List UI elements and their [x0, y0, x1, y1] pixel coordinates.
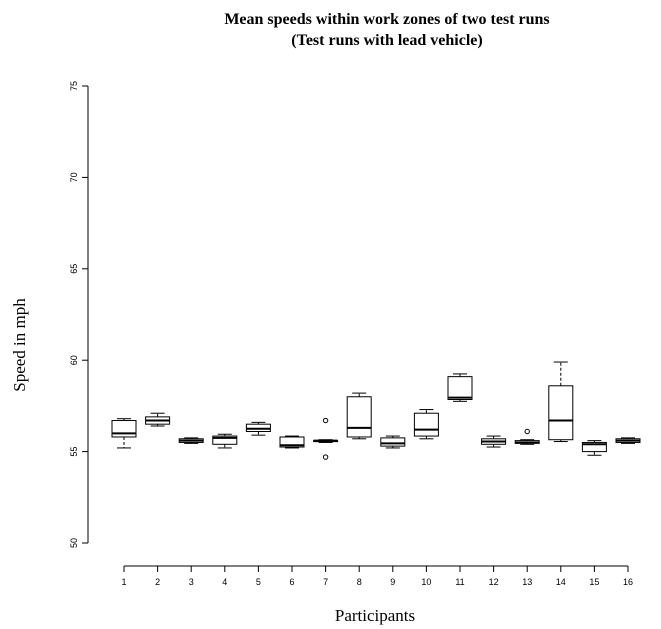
x-tick-label: 4: [222, 577, 227, 587]
box-participant-7: [313, 417, 339, 460]
y-tick-label: 75: [69, 81, 79, 91]
y-axis-ticks: 50 55 60 65 70 75: [69, 81, 88, 548]
outlier-point: [322, 417, 329, 424]
x-tick-label: 14: [556, 577, 566, 587]
box-participant-4: [212, 433, 238, 449]
box-participant-14: [548, 361, 574, 443]
box-participant-11: [447, 373, 473, 402]
box-participant-16: [615, 437, 641, 444]
x-tick-label: 2: [155, 577, 160, 587]
box-participant-3: [178, 437, 204, 444]
x-tick-label: 15: [589, 577, 599, 587]
y-tick-label: 55: [69, 447, 79, 457]
iqr-box: [346, 396, 372, 438]
iqr-box: [413, 412, 439, 437]
iqr-box: [279, 436, 305, 448]
x-tick-label: 3: [189, 577, 194, 587]
box-participant-5: [245, 421, 271, 436]
box-participant-15: [581, 440, 607, 456]
chart-title: Mean speeds within work zones of two tes…: [224, 11, 549, 28]
x-tick-label: 8: [357, 577, 362, 587]
outlier-point: [322, 454, 329, 460]
x-tick-label: 11: [455, 577, 464, 587]
x-tick-label: 10: [421, 577, 431, 587]
box-participant-8: [346, 392, 372, 440]
box-participant-13: [514, 428, 540, 445]
box-series: [111, 361, 641, 460]
y-tick-label: 60: [69, 355, 79, 365]
iqr-box: [111, 420, 137, 438]
box-participant-12: [481, 435, 507, 448]
y-tick-label: 50: [69, 538, 79, 548]
iqr-box: [548, 385, 574, 441]
x-tick-label: 12: [489, 577, 499, 587]
box-participant-2: [145, 412, 171, 427]
chart-subtitle: (Test runs with lead vehicle): [291, 32, 482, 49]
box-participant-6: [279, 435, 305, 449]
x-tick-label: 1: [121, 577, 126, 587]
x-tick-label: 9: [390, 577, 395, 587]
box-participant-10: [413, 409, 439, 440]
iqr-box: [380, 437, 406, 447]
x-axis-title: Participants: [335, 606, 415, 625]
y-tick-label: 65: [69, 264, 79, 274]
box-participant-1: [111, 418, 137, 449]
x-tick-label: 6: [289, 577, 294, 587]
iqr-box: [212, 435, 238, 445]
x-axis-ticks: 1 2 3 4 5 6 7 8 9 10 11 12 13 14 15 16: [121, 566, 633, 587]
x-tick-label: 5: [256, 577, 261, 587]
box-participant-9: [380, 435, 406, 449]
y-tick-label: 70: [69, 172, 79, 182]
x-tick-label: 7: [323, 577, 328, 587]
iqr-box: [447, 376, 473, 401]
x-tick-label: 16: [623, 577, 633, 587]
iqr-box: [581, 441, 607, 453]
outlier-point: [524, 428, 530, 435]
x-tick-label: 13: [522, 577, 532, 587]
y-axis-title: Speed in mph: [10, 298, 29, 392]
